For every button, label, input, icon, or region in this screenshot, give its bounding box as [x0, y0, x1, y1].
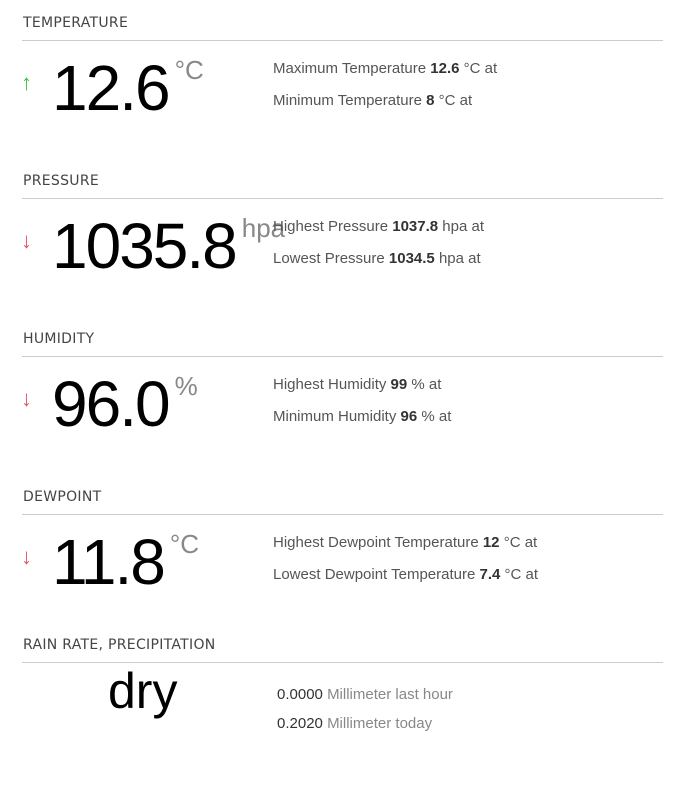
- max-line: Highest Humidity 99 % at: [273, 376, 441, 393]
- rain-status: dry: [108, 663, 178, 719]
- rain-today-label: Millimeter today: [327, 715, 433, 732]
- label: Highest Dewpoint Temperature: [273, 534, 479, 551]
- rain-last-hour: 0.0000 Millimeter last hour: [277, 686, 453, 703]
- divider: [22, 356, 663, 357]
- section-title: PRESSURE: [23, 173, 100, 189]
- unit: % at: [411, 376, 442, 393]
- value: 12.6: [430, 60, 460, 77]
- max-line: Maximum Temperature 12.6 °C at: [273, 60, 497, 77]
- min-line: Lowest Dewpoint Temperature 7.4 °C at: [273, 566, 538, 583]
- value: 12: [482, 534, 500, 551]
- divider: [22, 198, 663, 199]
- max-line: Highest Dewpoint Temperature 12 °C at: [273, 534, 537, 551]
- value: 96.0: [52, 368, 171, 440]
- unit: °C at: [503, 534, 538, 551]
- label: Lowest Pressure: [273, 250, 385, 267]
- arrow-up-icon: ↑: [21, 70, 32, 95]
- label: Maximum Temperature: [273, 60, 427, 77]
- current-value: 11.8 °C: [52, 522, 199, 602]
- label: Highest Humidity: [273, 376, 387, 393]
- current-value: 12.6 °C: [52, 48, 204, 128]
- unit: °C: [174, 55, 204, 85]
- unit: °C at: [438, 92, 473, 109]
- label: Minimum Humidity: [273, 408, 397, 425]
- arrow-down-icon: ↓: [21, 386, 32, 411]
- section-title: DEWPOINT: [23, 489, 102, 505]
- value: 99: [390, 376, 408, 393]
- arrow-down-icon: ↓: [21, 228, 32, 253]
- unit: °C at: [504, 566, 539, 583]
- label: Minimum Temperature: [273, 92, 422, 109]
- max-line: Highest Pressure 1037.8 hpa at: [273, 218, 484, 235]
- section-dewpoint: DEWPOINT ↓ 11.8 °C Highest Dewpoint Tempe…: [0, 484, 682, 642]
- value: 1037.8: [392, 218, 439, 235]
- unit: °C: [169, 529, 199, 559]
- divider: [22, 40, 663, 41]
- section-title: TEMPERATURE: [23, 15, 129, 31]
- unit: %: [174, 371, 198, 401]
- rain-today: 0.2020 Millimeter today: [277, 715, 432, 732]
- value: 8: [426, 92, 435, 109]
- section-humidity: HUMIDITY ↓ 96.0% Highest Humidity 99 % a…: [0, 326, 682, 484]
- section-pressure: PRESSURE ↓ 1035.8 hpa Highest Pressure 10…: [0, 168, 682, 326]
- divider: [22, 514, 663, 515]
- section-title: RAIN RATE, PRECIPITATION: [23, 637, 216, 653]
- divider: [22, 662, 663, 663]
- value: 96: [400, 408, 418, 425]
- min-line: Minimum Temperature 8 °C at: [273, 92, 472, 109]
- min-line: Lowest Pressure 1034.5 hpa at: [273, 250, 481, 267]
- section-title: HUMIDITY: [23, 331, 95, 347]
- rain-last-hour-value: 0.0000: [277, 686, 323, 703]
- label: Lowest Dewpoint Temperature: [273, 566, 476, 583]
- rain-today-value: 0.2020: [277, 715, 323, 732]
- unit: hpa at: [438, 250, 481, 267]
- current-value: 96.0%: [52, 364, 198, 444]
- min-line: Minimum Humidity 96 % at: [273, 408, 451, 425]
- label: Highest Pressure: [273, 218, 389, 235]
- value: 12.6: [52, 52, 171, 124]
- rain-section: RAIN RATE, PRECIPITATION dry 0.0000 Mill…: [0, 632, 682, 790]
- arrow-down-icon: ↓: [21, 544, 32, 569]
- value: 1035.8: [52, 210, 238, 282]
- unit: hpa at: [442, 218, 485, 235]
- current-value: 1035.8 hpa: [52, 206, 285, 286]
- unit: % at: [421, 408, 452, 425]
- value: 11.8: [52, 526, 166, 598]
- rain-last-hour-label: Millimeter last hour: [327, 686, 453, 703]
- section-temperature: TEMPERATURE ↑ 12.6 °C Maximum Temperature…: [0, 10, 682, 168]
- unit: hpa: [241, 213, 286, 243]
- unit: °C at: [463, 60, 498, 77]
- value: 1034.5: [388, 250, 435, 267]
- value: 7.4: [479, 566, 501, 583]
